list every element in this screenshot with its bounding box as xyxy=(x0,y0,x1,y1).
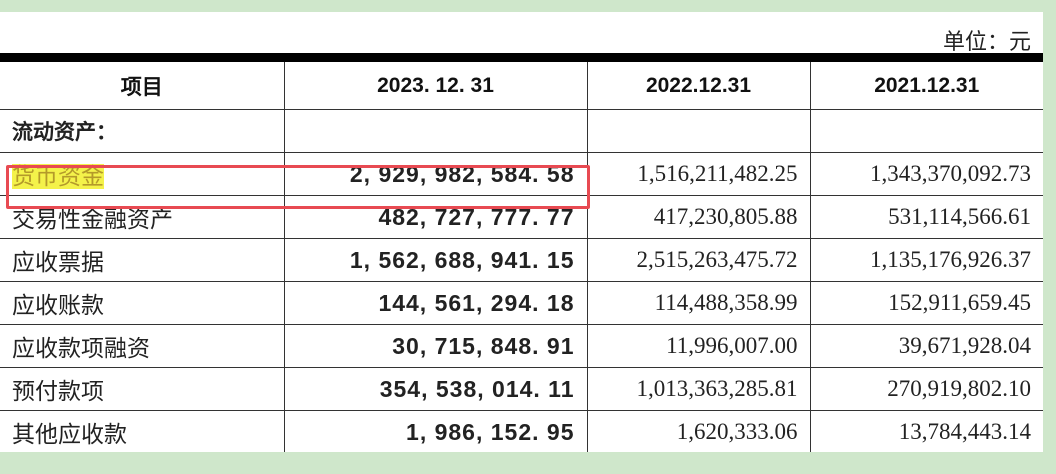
item-label: 预付款项 xyxy=(12,379,104,404)
item-cell: 应收票据 xyxy=(0,238,285,282)
value-2021: 152,911,659.45 xyxy=(809,281,1043,325)
item-cell: 交易性金融资产 xyxy=(0,195,285,239)
item-label: 货币资金 xyxy=(12,164,104,189)
value-2022: 114,488,358.99 xyxy=(586,281,811,325)
value-2023: 144, 561, 294. 18 xyxy=(283,281,588,325)
value-2022: 417,230,805.88 xyxy=(586,195,811,239)
value-2023: 30, 715, 848. 91 xyxy=(283,324,588,368)
value-2022: 2,515,263,475.72 xyxy=(586,238,811,282)
item-label: 应收账款 xyxy=(12,293,104,318)
value-2021: 39,671,928.04 xyxy=(809,324,1043,368)
header-item: 项目 xyxy=(0,57,285,110)
value-2021: 1,343,370,092.73 xyxy=(809,152,1043,196)
value-2021: 1,135,176,926.37 xyxy=(809,238,1043,282)
item-cell: 应收账款 xyxy=(0,281,285,325)
section-title: 流动资产： xyxy=(0,109,285,153)
highlight-box xyxy=(6,165,590,209)
item-cell: 货币资金 xyxy=(0,152,285,196)
table-row: 应收票据 1, 562, 688, 941. 15 2,515,263,475.… xyxy=(0,238,1043,282)
header-2022: 2022.12.31 xyxy=(586,57,811,110)
balance-sheet-table: 项目 2023. 12. 31 2022.12.31 2021.12.31 流动… xyxy=(0,53,1043,452)
item-cell: 其他应收款 xyxy=(0,410,285,452)
value-2023: 1, 562, 688, 941. 15 xyxy=(283,238,588,282)
unit-label: 单位：元 xyxy=(942,29,1031,54)
value-2021: 13,784,443.14 xyxy=(809,410,1043,452)
value-2022: 1,516,211,482.25 xyxy=(586,152,811,196)
table-row: 预付款项 354, 538, 014. 11 1,013,363,285.81 … xyxy=(0,367,1043,411)
item-label: 应收款项融资 xyxy=(12,336,150,361)
table-row: 货币资金 2, 929, 982, 584. 58 1,516,211,482.… xyxy=(0,152,1043,196)
section-row: 流动资产： xyxy=(0,109,1043,153)
value-2023: 1, 986, 152. 95 xyxy=(283,410,588,452)
table-row: 应收账款 144, 561, 294. 18 114,488,358.99 15… xyxy=(0,281,1043,325)
value-2021: 531,114,566.61 xyxy=(809,195,1043,239)
value-2021: 270,919,802.10 xyxy=(809,367,1043,411)
header-2023: 2023. 12. 31 xyxy=(283,57,588,110)
table-row: 应收款项融资 30, 715, 848. 91 11,996,007.00 39… xyxy=(0,324,1043,368)
header-2021: 2021.12.31 xyxy=(809,57,1043,110)
value-2022: 1,013,363,285.81 xyxy=(586,367,811,411)
value-2023: 2, 929, 982, 584. 58 xyxy=(283,152,588,196)
table-row: 其他应收款 1, 986, 152. 95 1,620,333.06 13,78… xyxy=(0,410,1043,452)
header-row: 项目 2023. 12. 31 2022.12.31 2021.12.31 xyxy=(0,57,1043,110)
item-cell: 应收款项融资 xyxy=(0,324,285,368)
item-label: 应收票据 xyxy=(12,250,104,275)
table-row: 交易性金融资产 482, 727, 777. 77 417,230,805.88… xyxy=(0,195,1043,239)
document-page: 单位：元 项目 2023. 12. 31 2022.12.31 2021.12.… xyxy=(0,12,1043,452)
value-2022: 1,620,333.06 xyxy=(586,410,811,452)
item-cell: 预付款项 xyxy=(0,367,285,411)
value-2023: 354, 538, 014. 11 xyxy=(283,367,588,411)
value-2022: 11,996,007.00 xyxy=(586,324,811,368)
item-label: 其他应收款 xyxy=(12,422,127,447)
item-label: 交易性金融资产 xyxy=(12,207,173,232)
